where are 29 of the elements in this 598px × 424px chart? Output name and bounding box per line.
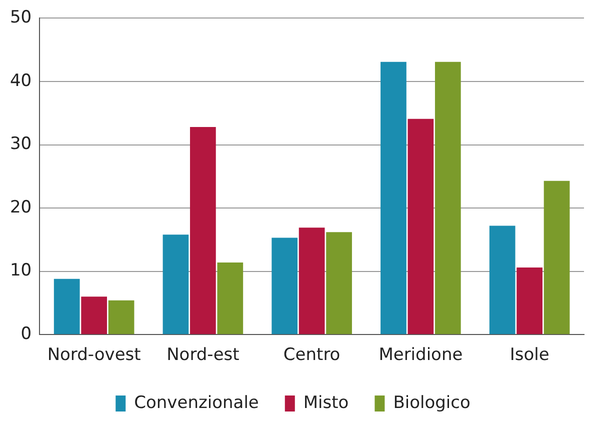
legend-label: Misto (303, 392, 349, 413)
bar (408, 118, 434, 334)
y-tick-label: 50 (10, 8, 32, 28)
x-tick-label: Meridione (378, 345, 463, 366)
bar (380, 62, 406, 334)
bar (217, 262, 244, 334)
bar (434, 62, 461, 334)
bar (489, 226, 516, 334)
bar (544, 180, 570, 334)
bar (272, 238, 298, 334)
bar (162, 234, 189, 334)
x-tick-label: Isole (510, 345, 550, 366)
y-tick-label: 30 (10, 134, 32, 154)
bar (108, 300, 134, 334)
bar (298, 228, 325, 334)
bar (81, 296, 107, 334)
bar (190, 127, 216, 334)
x-tick-label: Nord-est (166, 345, 240, 366)
legend-label: Biologico (393, 392, 470, 413)
y-tick-label: 40 (10, 70, 32, 91)
legend-label: Convenzionale (134, 392, 259, 413)
y-tick-label: 0 (20, 324, 32, 344)
y-tick-label: 10 (10, 260, 32, 281)
x-tick-label: Centro (283, 345, 340, 366)
x-tick-label: Nord-ovest (47, 345, 142, 366)
bar (54, 278, 80, 334)
bar (516, 268, 542, 334)
y-tick-label: 20 (10, 197, 32, 218)
bar (326, 232, 352, 334)
